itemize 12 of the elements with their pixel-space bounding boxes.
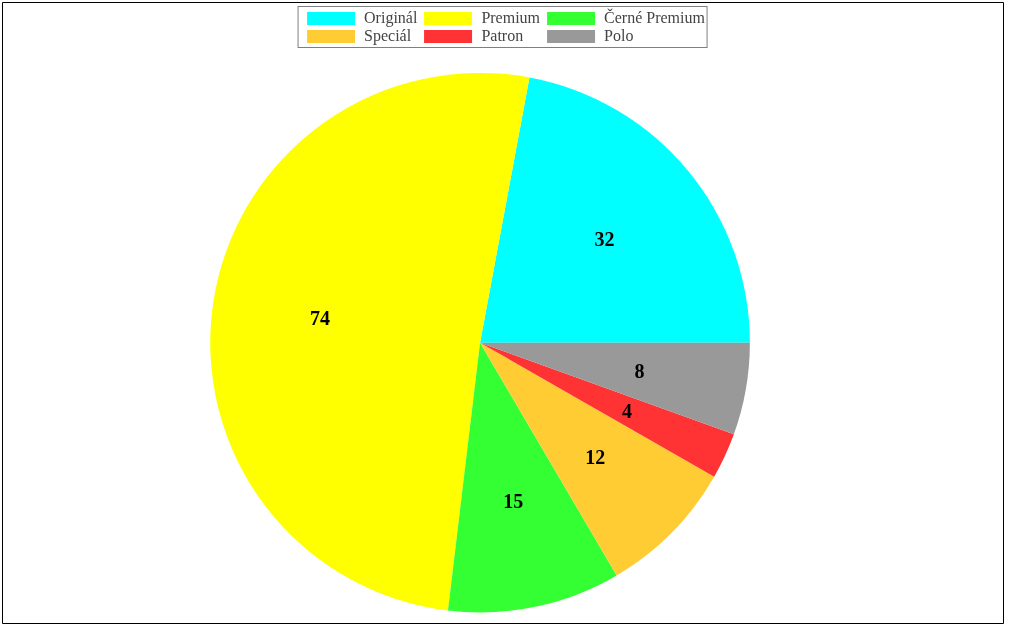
data-label: 74: [310, 307, 331, 330]
legend-label: Polo: [604, 27, 634, 45]
data-label: 8: [634, 359, 645, 382]
data-label: 12: [585, 445, 606, 468]
data-label: 32: [594, 228, 615, 251]
legend-label: Premium: [481, 9, 541, 27]
legend-label: Originál: [364, 9, 418, 27]
legend-label: Patron: [481, 27, 524, 45]
data-label: 15: [503, 490, 524, 513]
legend-label: Speciál: [364, 27, 412, 45]
legend-label: Černé Premium: [604, 9, 705, 27]
data-label: 4: [621, 399, 632, 422]
